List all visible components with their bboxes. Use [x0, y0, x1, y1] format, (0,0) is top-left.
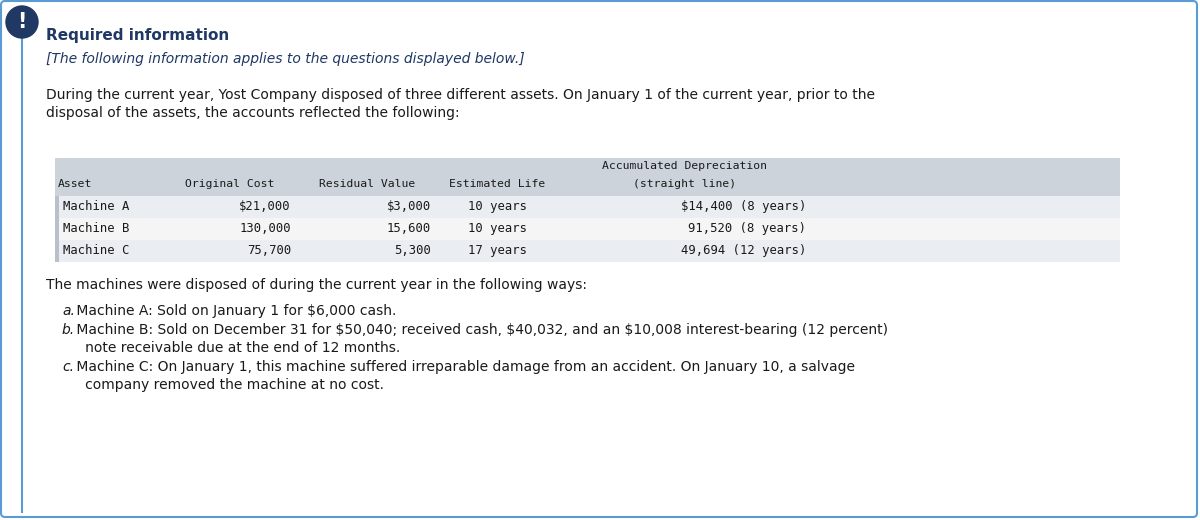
- FancyBboxPatch shape: [55, 196, 59, 218]
- Text: !: !: [17, 12, 26, 32]
- Text: Original Cost: Original Cost: [185, 179, 275, 189]
- FancyBboxPatch shape: [55, 196, 1120, 218]
- Text: Machine C: Machine C: [64, 244, 130, 257]
- FancyBboxPatch shape: [55, 218, 59, 240]
- Text: During the current year, Yost Company disposed of three different assets. On Jan: During the current year, Yost Company di…: [46, 88, 875, 121]
- Text: Asset: Asset: [58, 179, 92, 189]
- Circle shape: [6, 6, 38, 38]
- Text: Machine A: Sold on January 1 for $6,000 cash.: Machine A: Sold on January 1 for $6,000 …: [72, 304, 396, 318]
- Text: $14,400 (8 years): $14,400 (8 years): [680, 200, 806, 213]
- Text: Required information: Required information: [46, 28, 229, 43]
- Text: Machine C: On January 1, this machine suffered irreparable damage from an accide: Machine C: On January 1, this machine su…: [72, 360, 854, 374]
- Text: [The following information applies to the questions displayed below.]: [The following information applies to th…: [46, 52, 524, 66]
- FancyBboxPatch shape: [55, 158, 1120, 196]
- Text: 5,300: 5,300: [394, 244, 431, 257]
- Text: 49,694 (12 years): 49,694 (12 years): [680, 244, 806, 257]
- Text: Estimated Life: Estimated Life: [449, 179, 546, 189]
- Text: 10 years: 10 years: [468, 200, 527, 213]
- Text: 91,520 (8 years): 91,520 (8 years): [688, 222, 806, 235]
- Text: $21,000: $21,000: [239, 200, 292, 213]
- FancyBboxPatch shape: [55, 218, 1120, 240]
- Text: 15,600: 15,600: [386, 222, 431, 235]
- Text: $3,000: $3,000: [386, 200, 431, 213]
- Text: 75,700: 75,700: [247, 244, 292, 257]
- Text: note receivable due at the end of 12 months.: note receivable due at the end of 12 mon…: [72, 341, 401, 355]
- Text: c.: c.: [62, 360, 74, 374]
- Text: The machines were disposed of during the current year in the following ways:: The machines were disposed of during the…: [46, 278, 587, 292]
- Text: Accumulated Depreciation: Accumulated Depreciation: [602, 161, 768, 171]
- FancyBboxPatch shape: [55, 240, 59, 262]
- Text: company removed the machine at no cost.: company removed the machine at no cost.: [72, 378, 384, 392]
- Text: 130,000: 130,000: [239, 222, 292, 235]
- Text: b.: b.: [62, 323, 76, 337]
- FancyBboxPatch shape: [55, 240, 1120, 262]
- Text: a.: a.: [62, 304, 74, 318]
- Text: Residual Value: Residual Value: [319, 179, 415, 189]
- Text: 10 years: 10 years: [468, 222, 527, 235]
- Text: Machine B: Machine B: [64, 222, 130, 235]
- Text: Machine A: Machine A: [64, 200, 130, 213]
- Text: Machine B: Sold on December 31 for $50,040; received cash, $40,032, and an $10,0: Machine B: Sold on December 31 for $50,0…: [72, 323, 888, 337]
- Text: 17 years: 17 years: [468, 244, 527, 257]
- Text: (straight line): (straight line): [634, 179, 737, 189]
